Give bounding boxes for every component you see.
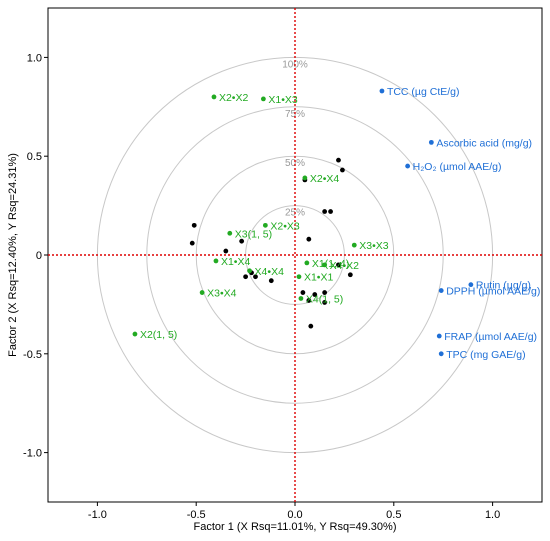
score-points bbox=[189, 157, 353, 329]
score-point bbox=[300, 290, 306, 295]
percent-circle bbox=[146, 106, 444, 404]
x-loading-point bbox=[211, 94, 217, 100]
x-loading-point bbox=[298, 296, 304, 301]
x-loading-label: X3(1, 5) bbox=[235, 228, 272, 240]
x-loading-label: X3•X4 bbox=[207, 288, 237, 300]
x-axis-ticks: -1.0 -0.5 0.0 0.5 1.0 bbox=[88, 502, 500, 521]
x-loading-label: X3•X3 bbox=[359, 240, 389, 252]
y-loading-point bbox=[379, 88, 385, 94]
score-point bbox=[253, 274, 258, 280]
plot-frame bbox=[47, 7, 543, 503]
y-loading-label: DPPH (µmol AAE/g) bbox=[446, 286, 540, 298]
x-loading-point bbox=[262, 222, 268, 228]
score-point bbox=[306, 236, 312, 242]
x-loading-label: X2•X3 bbox=[270, 220, 300, 232]
score-point bbox=[306, 298, 312, 303]
y-tick-label: 0.5 bbox=[27, 151, 42, 163]
y-tick-label: -0.5 bbox=[23, 349, 42, 361]
y-loading-label: Rutin (µg/g) bbox=[476, 280, 531, 292]
x-loading-point bbox=[247, 268, 252, 274]
y-tick-label: -1.0 bbox=[23, 448, 42, 460]
x-loading-label: X1•X3 bbox=[268, 94, 298, 106]
score-point bbox=[191, 222, 197, 228]
x-loading-label: X2•X4 bbox=[310, 173, 340, 185]
x-loading-point bbox=[132, 331, 138, 337]
score-point bbox=[308, 323, 314, 329]
y-loading-label: FRAP (µmol AAE/g) bbox=[444, 331, 537, 343]
score-point bbox=[189, 240, 195, 246]
x-loading-label: X1•X1 bbox=[304, 272, 334, 284]
x-loading-point bbox=[304, 260, 310, 266]
x-loading-label: X1•X4 bbox=[221, 256, 251, 268]
x-loading-point bbox=[351, 242, 357, 248]
score-point bbox=[243, 274, 249, 280]
score-point bbox=[340, 167, 345, 173]
score-point bbox=[347, 272, 353, 278]
score-point bbox=[328, 209, 333, 214]
x-loading-label: X4•X2 bbox=[330, 260, 360, 272]
score-point bbox=[336, 157, 341, 163]
y-loading-point bbox=[438, 288, 444, 293]
x-loading-point bbox=[322, 262, 328, 268]
y-loadings: TCC (µg CtE/g) Ascorbic acid (mg/g) H₂O₂ (… bbox=[379, 86, 540, 361]
score-point bbox=[268, 278, 274, 284]
x-loading-label: X2•X2 bbox=[219, 92, 249, 104]
x-loading-label: X4(1, 5) bbox=[306, 293, 343, 305]
x-tick-label: -1.0 bbox=[88, 509, 107, 521]
y-loading-point bbox=[428, 139, 434, 145]
x-axis-title: Factor 1 (X Rsq=11.01%, Y Rsq=49.30%) bbox=[193, 521, 396, 533]
x-loading-point bbox=[296, 274, 302, 280]
x-loading-label: X1(1, 4) bbox=[312, 258, 349, 270]
y-loading-point bbox=[468, 282, 474, 288]
y-loading-point bbox=[436, 333, 442, 339]
x-loading-point bbox=[260, 96, 266, 102]
x-loading-point bbox=[227, 230, 233, 236]
y-axis-title: Factor 2 (X Rsq=12.40%, Y Rsq=24.31%) bbox=[7, 153, 19, 357]
score-point bbox=[223, 248, 229, 254]
x-tick-label: -0.5 bbox=[187, 509, 206, 521]
x-tick-label: 0.5 bbox=[386, 509, 401, 521]
x-loading-label: X4•X4 bbox=[255, 266, 285, 278]
y-loading-label: TPC (mg GAE/g) bbox=[446, 349, 525, 361]
x-tick-label: 1.0 bbox=[485, 509, 500, 521]
score-point bbox=[322, 209, 328, 214]
y-loading-label: Ascorbic acid (mg/g) bbox=[436, 137, 532, 149]
y-loading-label: TCC (µg CtE/g) bbox=[387, 86, 460, 98]
y-tick-label: 1.0 bbox=[27, 52, 42, 64]
y-tick-label: 0 bbox=[36, 250, 42, 262]
x-tick-label: 0.0 bbox=[287, 509, 302, 521]
x-loading-point bbox=[199, 290, 205, 295]
score-point bbox=[239, 238, 245, 244]
x-loading-point bbox=[213, 258, 219, 264]
y-axis-ticks: 1.0 0.5 0 -0.5 -1.0 bbox=[23, 52, 48, 460]
y-loading-label: H₂O₂ (µmol AAE/g) bbox=[413, 161, 502, 173]
percent-circle-label: 75% bbox=[285, 109, 305, 120]
score-point bbox=[312, 292, 318, 297]
score-point bbox=[336, 262, 341, 268]
y-loading-point bbox=[405, 163, 411, 169]
x-loading-point bbox=[302, 175, 308, 181]
percent-circle-label: 50% bbox=[285, 158, 305, 169]
score-point bbox=[322, 300, 328, 305]
y-loading-point bbox=[438, 351, 444, 357]
score-point bbox=[322, 290, 328, 295]
x-loading-label: X2(1, 5) bbox=[140, 329, 177, 341]
